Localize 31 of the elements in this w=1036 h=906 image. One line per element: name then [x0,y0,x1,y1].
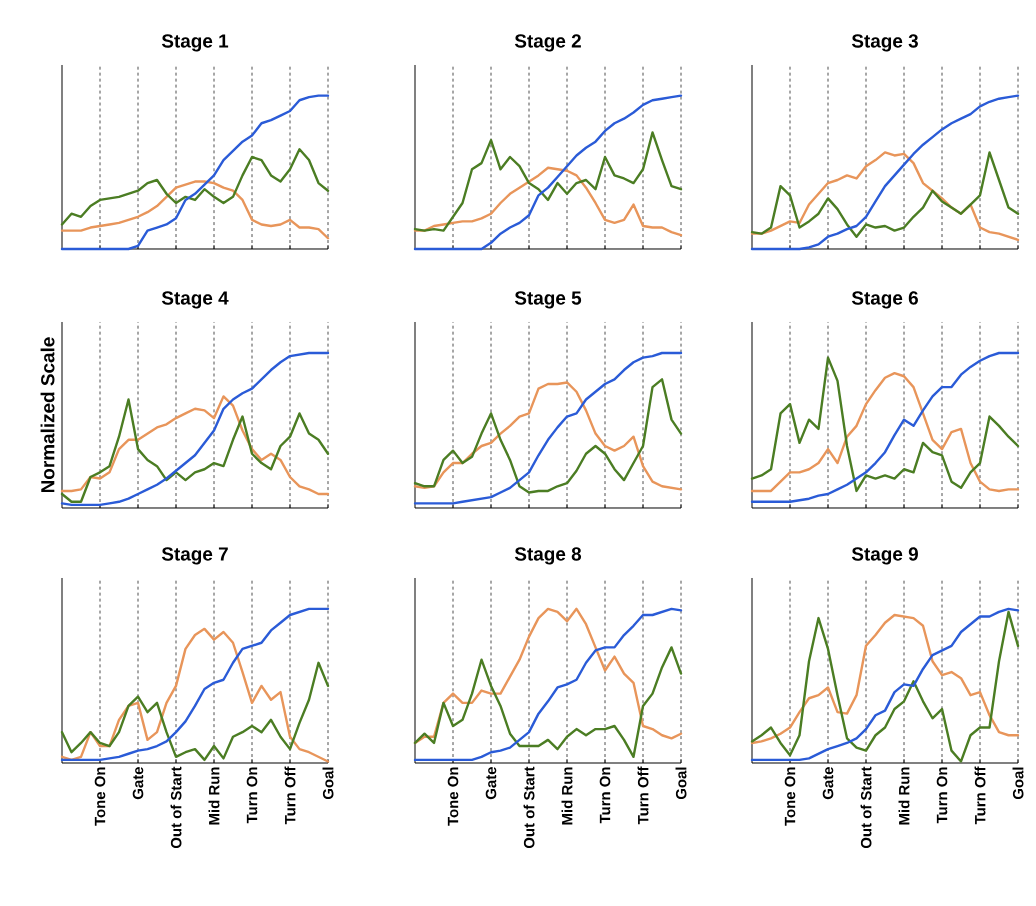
x-tick-label: Goal [322,767,334,800]
x-tick-label: Turn Off [284,766,296,825]
chart-title: Stage 2 [514,34,581,52]
x-tick-label: Gate [485,767,497,800]
chart-title: Stage 6 [851,291,918,309]
x-tick-label: Out of Start [170,766,182,849]
chart-title: Stage 4 [161,291,229,309]
chart-title: Stage 5 [514,291,582,309]
chart-title: Stage 1 [161,34,229,52]
x-tick-label: Tone On [447,767,459,826]
x-tick-label: Out of Start [523,766,535,849]
x-tick-label: Turn Off [637,766,649,825]
x-tick-label: Mid Run [208,767,220,825]
x-tick-label: Turn Off [974,766,986,825]
chart-title: Stage 9 [851,547,918,565]
x-tick-label: Goal [675,767,687,800]
x-tick-label: Gate [822,767,834,800]
chart-title: Stage 7 [161,547,228,565]
x-tick-label: Gate [132,767,144,800]
x-tick-label: Out of Start [860,766,872,849]
x-tick-label: Mid Run [898,767,910,825]
x-tick-label: Turn On [599,767,611,824]
chart-title: Stage 3 [851,34,918,52]
y-axis-title: Normalized Scale [40,337,55,493]
x-tick-label: Tone On [784,767,796,826]
x-tick-label: Goal [1012,767,1024,800]
x-tick-label: Mid Run [561,767,573,825]
x-tick-label: Tone On [94,767,106,826]
chart-title: Stage 8 [514,547,582,565]
x-tick-label: Turn On [936,767,948,824]
x-tick-label: Turn On [246,767,258,824]
